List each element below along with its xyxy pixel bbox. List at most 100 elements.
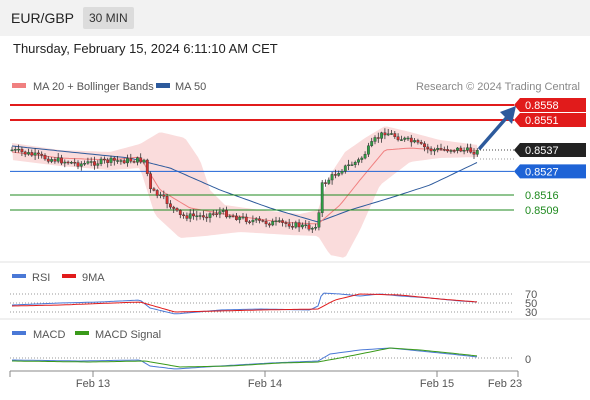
candle-body [20, 148, 24, 153]
candle-body [211, 213, 215, 215]
pair-title: EUR/GBP [11, 10, 75, 26]
candle-body [116, 160, 120, 162]
candle-body [406, 137, 410, 140]
candle-body [462, 149, 466, 152]
candle-body [172, 206, 176, 209]
timeframe-badge[interactable]: 30 MIN [83, 7, 134, 29]
candle-body [380, 132, 383, 139]
candle-body [386, 133, 390, 136]
candle-body [294, 222, 298, 228]
candle-body [53, 159, 57, 162]
rsi-line [11, 292, 478, 315]
candle-body [400, 139, 403, 141]
candle-body [132, 161, 136, 163]
candle-body [373, 137, 377, 142]
rsi-legend-swatch [12, 274, 26, 278]
x-tick-label: Feb 23 [488, 378, 522, 390]
candle-body [155, 190, 159, 196]
candle-body [314, 226, 317, 229]
candle-body [426, 146, 430, 149]
candle-body [50, 159, 54, 162]
candle-body [396, 136, 400, 141]
candle-body [367, 145, 370, 155]
header-bar: EUR/GBP 30 MIN [0, 0, 590, 36]
forecast-arrow [478, 114, 510, 150]
candle-body [277, 220, 281, 222]
candle-body [231, 215, 235, 218]
candle-body [33, 152, 37, 156]
level-label-support: 0.8516 [525, 190, 559, 202]
level-tag-last [514, 143, 586, 157]
candle-body [106, 159, 110, 163]
ma20-legend-label: MA 20 + Bollinger Bands [33, 81, 154, 93]
candle-body [452, 150, 456, 152]
candle-body [135, 157, 139, 163]
candle-body [370, 141, 374, 146]
candle-body [413, 140, 416, 143]
candle-body [201, 215, 205, 218]
candle-body [475, 150, 479, 155]
candle-body [205, 216, 209, 219]
candle-body [310, 227, 314, 230]
candle-body [218, 211, 222, 215]
candle-body [145, 159, 149, 174]
level-label-support: 0.8509 [525, 205, 559, 217]
level-label-last: 0.8537 [525, 145, 559, 157]
candle-body [228, 215, 232, 218]
candle-body [403, 137, 407, 140]
candle-body [238, 216, 242, 220]
candle-body [69, 161, 73, 164]
candle-body [456, 147, 459, 151]
candle-body [152, 188, 156, 191]
candle-body [241, 216, 245, 219]
candle-body [291, 226, 294, 228]
candle-body [99, 158, 103, 164]
candle-body [251, 219, 255, 223]
candle-body [466, 147, 469, 151]
candle-body [376, 137, 380, 139]
candle-body [393, 133, 397, 137]
candle-body [182, 214, 185, 217]
candle-body [340, 171, 344, 174]
credit-label: Research © 2024 Trading Central [416, 81, 580, 93]
candle-body [40, 153, 44, 156]
candle-body [446, 149, 449, 152]
candle-body [281, 220, 284, 223]
candle-body [334, 174, 337, 176]
level-label-resistance: 0.8558 [525, 100, 559, 112]
candle-body [76, 162, 80, 167]
ma20-line [11, 147, 478, 225]
ma20-legend-swatch [12, 83, 26, 88]
candle-body [439, 147, 443, 150]
candle-body [178, 210, 182, 216]
candle-body [324, 182, 327, 184]
level-tag-resistance [514, 113, 586, 127]
candle-body [198, 215, 202, 217]
candle-body [271, 220, 275, 226]
candle-body [162, 194, 166, 197]
rsi-legend-label: RSI [32, 272, 50, 284]
candle-body [297, 222, 301, 228]
candle-body [86, 161, 90, 164]
candle-body [353, 161, 357, 165]
candle-body [175, 208, 179, 211]
candle-body [347, 164, 350, 167]
macd-signal-legend-label: MACD Signal [95, 329, 161, 341]
candle-body [274, 220, 278, 223]
candle-body [261, 220, 265, 222]
rsi-level-50: 50 [525, 298, 537, 310]
candle-body [43, 155, 47, 160]
candle-body [208, 213, 212, 218]
candle-body [433, 149, 436, 152]
candle-body [73, 161, 77, 164]
candle-body [287, 223, 291, 227]
candle-body [66, 161, 70, 164]
level-tag-pivot [514, 164, 586, 179]
candle-body [195, 215, 199, 218]
level-tag-resistance [514, 98, 586, 112]
candle-body [96, 163, 100, 166]
candle-body [122, 160, 126, 164]
candle-body [185, 215, 189, 219]
candle-body [350, 164, 354, 166]
